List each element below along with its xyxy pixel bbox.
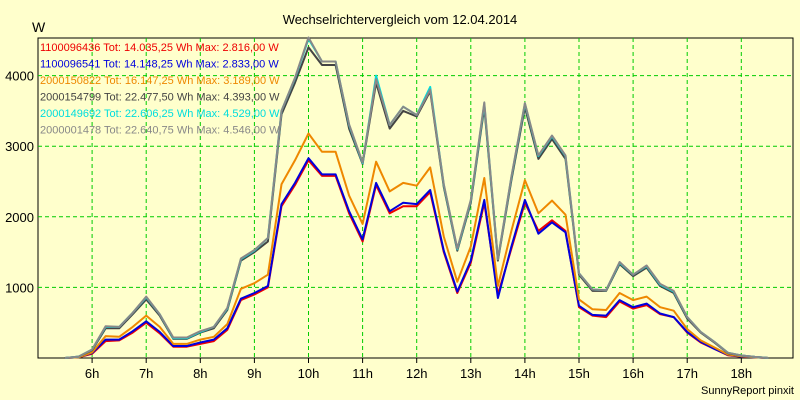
y-axis-label: W [32,19,46,35]
x-tick-label: 13h [460,366,482,381]
y-tick-label: 4000 [5,69,34,84]
legend-entry-2000154799: 2000154799 Tot: 22.477,50 Wh Max: 4.393,… [40,92,280,104]
plot-area [37,37,794,359]
x-tick-label: 11h [352,366,373,381]
y-tick-label: 1000 [5,280,34,295]
x-tick-label: 8h [193,366,207,381]
legend-entry-2000150822: 2000150822 Tot: 16.147,25 Wh Max: 3.189,… [40,75,280,87]
x-tick-label: 14h [514,366,536,381]
x-tick-label: 17h [676,366,698,381]
series-line-2000001478 [64,36,769,359]
legend: 1100096436 Tot: 14.035,25 Wh Max: 2.816,… [40,42,280,137]
legend-entry-2000001478: 2000001478 Tot: 22.640,75 Wh Max: 4.546,… [40,125,280,137]
x-tick-label: 15h [568,366,590,381]
x-tick-label: 16h [622,366,644,381]
tick-labels: 6h 7h 8h 9h 10h 11h 12h 13h 14h 15h 16h 17h 18h 1000 2… [5,69,752,381]
legend-entry-1100096436: 1100096436 Tot: 14.035,25 Wh Max: 2.816,… [40,42,279,54]
x-tick-label: 7h [139,366,153,381]
x-tick-label: 6h [85,366,99,381]
series-lines [64,36,769,359]
footer-text: SunnyReport pinxit [701,385,794,397]
series-line-1100096541 [64,157,769,359]
legend-entry-1100096541: 1100096541 Tot: 14.148,25 Wh Max: 2.833,… [40,59,279,71]
y-tick-label: 2000 [5,210,34,225]
series-line-2000150822 [64,132,769,359]
y-tick-label: 3000 [5,139,34,154]
x-tick-label: 12h [406,366,428,381]
x-tick-label: 10h [298,366,320,381]
legend-entry-2000149692: 2000149692 Tot: 22.606,25 Wh Max: 4.529,… [40,108,280,120]
x-tick-label: 9h [247,366,261,381]
chart-title: Wechselrichtervergleich vom 12.04.2014 [283,12,518,27]
x-tick-label: 18h [730,366,752,381]
